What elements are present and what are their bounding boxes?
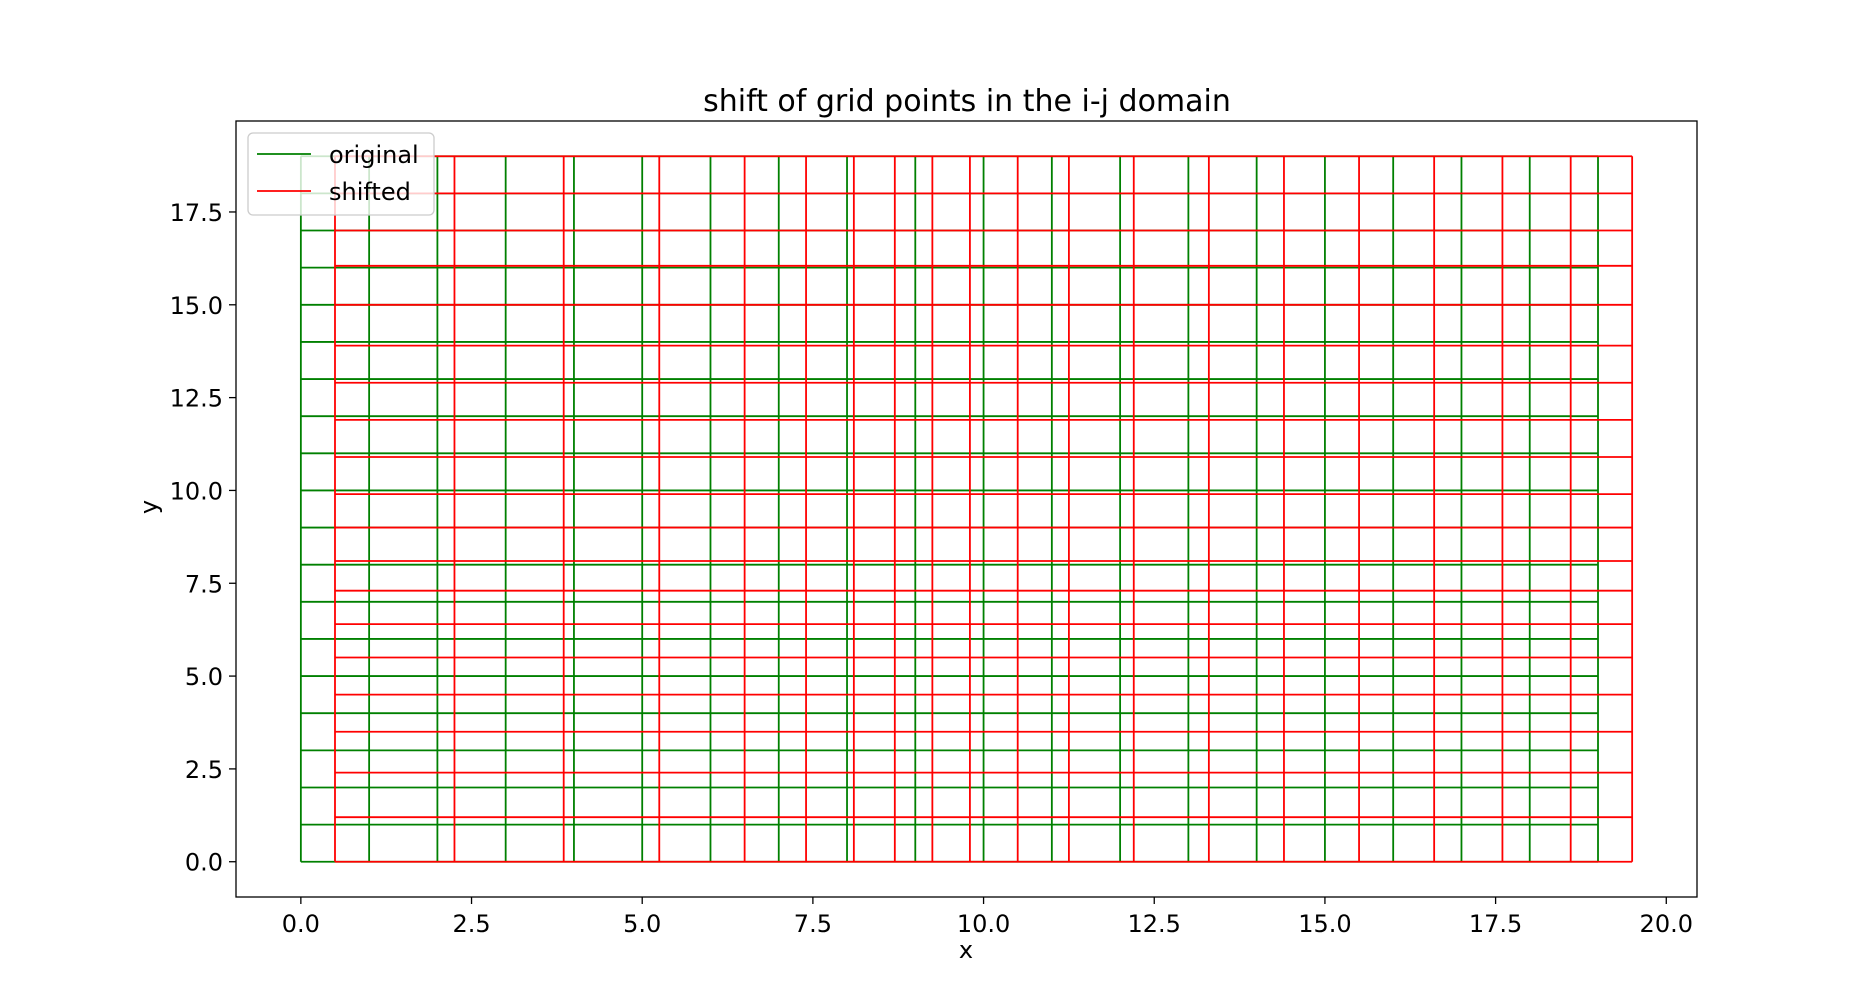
series-shifted xyxy=(334,155,1634,863)
x-tick-label: 10.0 xyxy=(957,910,1010,938)
x-tick-label: 7.5 xyxy=(794,910,832,938)
y-tick-label: 12.5 xyxy=(170,385,223,413)
x-axis: 0.0 2.5 5.0 7.5 10.0 12.5 15.0 17.5 20.0 xyxy=(282,897,1693,938)
y-tick-label: 0.0 xyxy=(185,849,223,877)
x-tick-label: 0.0 xyxy=(282,910,320,938)
x-tick-label: 12.5 xyxy=(1128,910,1181,938)
y-axis-label: y xyxy=(135,500,163,514)
legend: original shifted xyxy=(247,132,435,216)
x-axis-label: x xyxy=(959,936,973,964)
series-layer xyxy=(299,155,1634,863)
legend-label-original: original xyxy=(329,141,419,169)
y-tick-label: 2.5 xyxy=(185,756,223,784)
x-tick-label: 17.5 xyxy=(1469,910,1522,938)
x-tick-label: 20.0 xyxy=(1640,910,1693,938)
y-tick-label: 15.0 xyxy=(170,292,223,320)
y-tick-label: 5.0 xyxy=(185,663,223,691)
y-tick-label: 7.5 xyxy=(185,570,223,598)
plot-area-frame xyxy=(235,120,1698,898)
y-axis: 0.0 2.5 5.0 7.5 10.0 12.5 15.0 17.5 xyxy=(170,199,236,877)
y-tick-label: 17.5 xyxy=(170,199,223,227)
x-tick-label: 15.0 xyxy=(1298,910,1351,938)
x-tick-label: 5.0 xyxy=(623,910,661,938)
chart-title: shift of grid points in the i-j domain xyxy=(703,84,1231,119)
legend-label-shifted: shifted xyxy=(329,178,411,206)
y-tick-label: 10.0 xyxy=(170,477,223,505)
x-tick-label: 2.5 xyxy=(452,910,490,938)
